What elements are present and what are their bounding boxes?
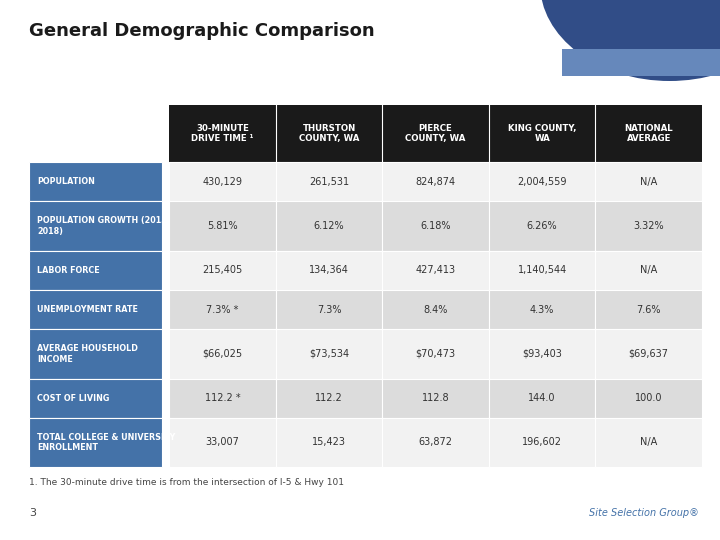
Bar bbox=[595, 329, 702, 379]
Text: 30-MINUTE
DRIVE TIME ¹: 30-MINUTE DRIVE TIME ¹ bbox=[192, 124, 253, 143]
Text: 1. The 30-minute drive time is from the intersection of I-5 & Hwy 101: 1. The 30-minute drive time is from the … bbox=[29, 478, 344, 487]
Bar bbox=[29, 201, 162, 251]
Text: PIERCE
COUNTY, WA: PIERCE COUNTY, WA bbox=[405, 124, 466, 143]
Text: 6.12%: 6.12% bbox=[314, 221, 344, 231]
Bar bbox=[595, 251, 702, 290]
Bar bbox=[489, 251, 595, 290]
Text: $69,637: $69,637 bbox=[629, 349, 669, 359]
Text: 33,007: 33,007 bbox=[205, 437, 240, 448]
Text: 112.2 *: 112.2 * bbox=[204, 393, 240, 403]
Text: $70,473: $70,473 bbox=[415, 349, 456, 359]
Text: 7.3% *: 7.3% * bbox=[207, 305, 238, 315]
Bar bbox=[595, 162, 702, 201]
Bar bbox=[382, 201, 489, 251]
Bar bbox=[276, 379, 382, 418]
Text: 4.3%: 4.3% bbox=[530, 305, 554, 315]
Bar bbox=[29, 418, 162, 467]
Text: N/A: N/A bbox=[640, 437, 657, 448]
Text: Site Selection Group®: Site Selection Group® bbox=[588, 508, 698, 518]
Text: 5.81%: 5.81% bbox=[207, 221, 238, 231]
Bar bbox=[29, 251, 162, 290]
Bar bbox=[169, 329, 276, 379]
Bar bbox=[595, 418, 702, 467]
Bar bbox=[276, 290, 382, 329]
Bar bbox=[382, 162, 489, 201]
Text: TOTAL COLLEGE & UNIVERSITY
ENROLLMENT: TOTAL COLLEGE & UNIVERSITY ENROLLMENT bbox=[37, 433, 176, 452]
Bar bbox=[169, 379, 276, 418]
Text: AVERAGE HOUSEHOLD
INCOME: AVERAGE HOUSEHOLD INCOME bbox=[37, 344, 138, 363]
Text: 824,874: 824,874 bbox=[415, 177, 456, 187]
Text: 215,405: 215,405 bbox=[202, 265, 243, 275]
Text: $73,534: $73,534 bbox=[309, 349, 349, 359]
Bar bbox=[382, 418, 489, 467]
Text: 6.18%: 6.18% bbox=[420, 221, 451, 231]
Bar bbox=[489, 290, 595, 329]
Text: 15,423: 15,423 bbox=[312, 437, 346, 448]
Circle shape bbox=[540, 0, 720, 81]
Text: N/A: N/A bbox=[640, 265, 657, 275]
Bar bbox=[169, 201, 276, 251]
Text: POPULATION: POPULATION bbox=[37, 177, 95, 186]
Bar bbox=[595, 379, 702, 418]
Bar bbox=[382, 290, 489, 329]
Text: $93,403: $93,403 bbox=[522, 349, 562, 359]
Bar bbox=[29, 329, 162, 379]
Text: 7.6%: 7.6% bbox=[636, 305, 661, 315]
Text: NATIONAL
AVERAGE: NATIONAL AVERAGE bbox=[624, 124, 673, 143]
Text: LABOR FORCE: LABOR FORCE bbox=[37, 266, 100, 275]
Bar bbox=[382, 329, 489, 379]
Text: 2,004,559: 2,004,559 bbox=[518, 177, 567, 187]
Text: 63,872: 63,872 bbox=[418, 437, 453, 448]
Bar bbox=[169, 418, 276, 467]
Bar bbox=[489, 201, 595, 251]
Bar bbox=[29, 379, 162, 418]
Text: $66,025: $66,025 bbox=[202, 349, 243, 359]
Text: 6.26%: 6.26% bbox=[527, 221, 557, 231]
Bar bbox=[29, 162, 162, 201]
Bar bbox=[276, 329, 382, 379]
Text: COST OF LIVING: COST OF LIVING bbox=[37, 394, 110, 403]
Text: 196,602: 196,602 bbox=[522, 437, 562, 448]
Text: N/A: N/A bbox=[640, 177, 657, 187]
Bar bbox=[169, 162, 276, 201]
Text: 7.3%: 7.3% bbox=[317, 305, 341, 315]
Text: 144.0: 144.0 bbox=[528, 393, 556, 403]
Bar bbox=[489, 379, 595, 418]
Bar bbox=[276, 201, 382, 251]
Text: 134,364: 134,364 bbox=[309, 265, 349, 275]
Bar bbox=[276, 418, 382, 467]
Bar bbox=[169, 105, 702, 162]
Text: KING COUNTY,
WA: KING COUNTY, WA bbox=[508, 124, 577, 143]
Bar bbox=[595, 201, 702, 251]
Bar bbox=[489, 418, 595, 467]
Text: 1,140,544: 1,140,544 bbox=[518, 265, 567, 275]
Bar bbox=[595, 290, 702, 329]
Text: THURSTON
COUNTY, WA: THURSTON COUNTY, WA bbox=[299, 124, 359, 143]
Bar bbox=[169, 251, 276, 290]
Text: 3.32%: 3.32% bbox=[634, 221, 664, 231]
Bar bbox=[169, 290, 276, 329]
Text: 112.2: 112.2 bbox=[315, 393, 343, 403]
Bar bbox=[276, 251, 382, 290]
Bar bbox=[276, 162, 382, 201]
Text: 3: 3 bbox=[29, 508, 36, 518]
Text: POPULATION GROWTH (2013-
2018): POPULATION GROWTH (2013- 2018) bbox=[37, 217, 171, 235]
Bar bbox=[489, 329, 595, 379]
Bar bbox=[29, 290, 162, 329]
Text: General Demographic Comparison: General Demographic Comparison bbox=[29, 22, 374, 39]
Text: 8.4%: 8.4% bbox=[423, 305, 448, 315]
Bar bbox=[489, 162, 595, 201]
Text: 112.8: 112.8 bbox=[422, 393, 449, 403]
Text: 427,413: 427,413 bbox=[415, 265, 456, 275]
Text: 261,531: 261,531 bbox=[309, 177, 349, 187]
Bar bbox=[382, 251, 489, 290]
Text: UNEMPLOYMENT RATE: UNEMPLOYMENT RATE bbox=[37, 305, 138, 314]
Bar bbox=[382, 379, 489, 418]
FancyBboxPatch shape bbox=[562, 49, 720, 76]
Text: 100.0: 100.0 bbox=[635, 393, 662, 403]
Text: 430,129: 430,129 bbox=[202, 177, 243, 187]
